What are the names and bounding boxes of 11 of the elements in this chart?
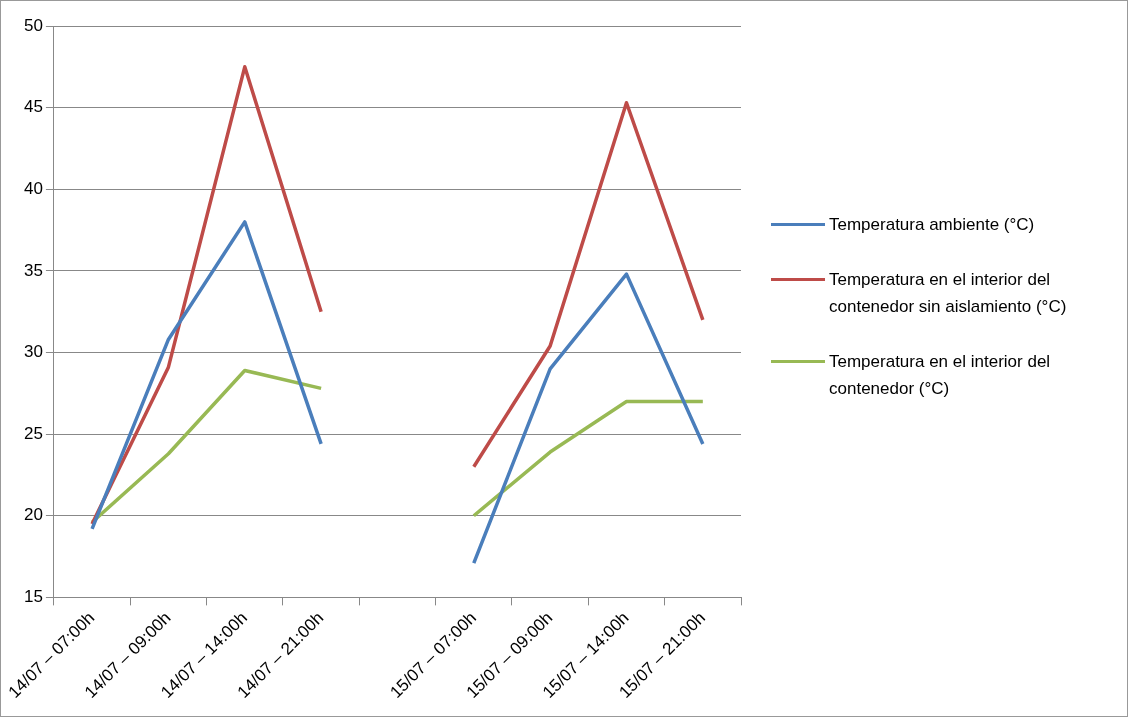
legend-label: Temperatura ambiente (°C) [829, 214, 1035, 236]
y-tick-label: 50 [23, 15, 43, 35]
legend-label: Temperatura en el interior del contenedor sin aislamiento (°C) [829, 269, 1068, 318]
y-tick-label: 25 [23, 423, 43, 443]
y-tick-label: 20 [23, 505, 43, 525]
y-tick-label: 40 [23, 178, 43, 198]
y-tick-label: 30 [23, 342, 43, 362]
y-tick-label: 35 [23, 260, 43, 280]
y-tick-label: 15 [23, 587, 43, 607]
y-tick-label: 45 [23, 97, 43, 117]
legend-label: Temperatura en el interior del contenedor (°C) [829, 351, 1052, 400]
